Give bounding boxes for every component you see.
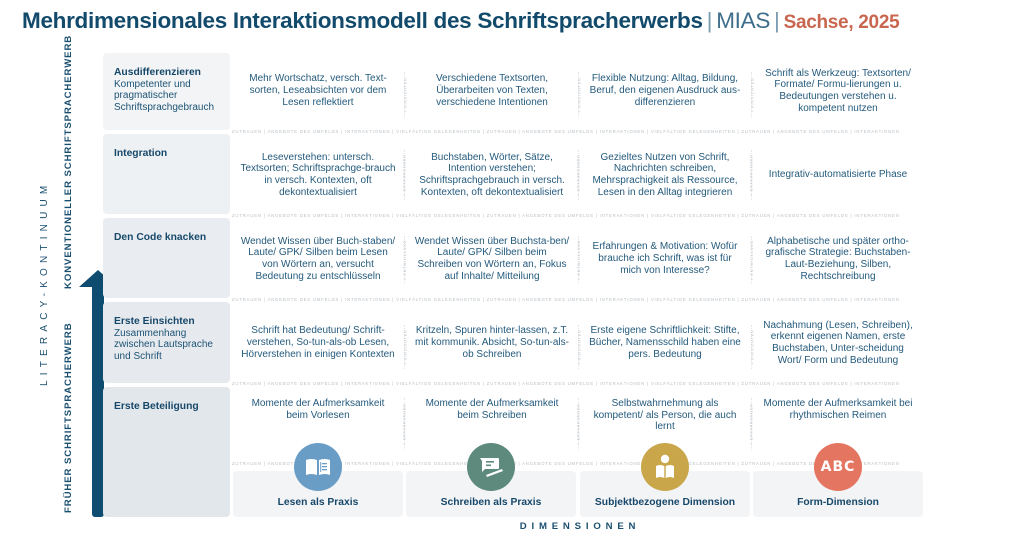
row-title: Den Code knacken (114, 232, 207, 243)
vertical-separator: » ENTWICKLUNG (749, 236, 755, 284)
cell-r2-subjekt: Gezieltes Nutzen von Schrift, Nachrichte… (592, 151, 738, 198)
axis-early-acquisition: FRÜHER SCHRIFTSPRACHERWERB (63, 322, 74, 513)
cell-r4-form: Nachahmung (Lesen, Schreiben), erkennt e… (763, 319, 913, 366)
vertical-separator: » EINSICHTEN (576, 72, 582, 118)
cell-r4-subjekt: Erste eigene Schriftlichkeit: Stifte, Bü… (589, 325, 741, 360)
arrow-up-icon (92, 285, 104, 517)
horizontal-separator: ZUTRAUEN | ANGEBOTE DES UMFELDS | INTERA… (232, 297, 900, 302)
row-label-code-knacken: Den Code knacken (103, 218, 230, 298)
horizontal-separator: ZUTRAUEN | ANGEBOTE DES UMFELDS | INTERA… (232, 381, 900, 386)
cell-r1-form: Schrift als Werkzeug: Textsorten/ Format… (765, 67, 911, 114)
row-title: Erste Beteiligung (114, 401, 199, 412)
vertical-separator: » EINSICHTEN (749, 72, 755, 118)
page-title: Mehrdimensionales Interaktionsmodell des… (22, 6, 900, 38)
cell-r2-form: Integrativ-automatisierte Phase (768, 169, 908, 181)
vertical-separator: » ERFAHRUNGEN (749, 150, 755, 200)
vertical-separator: » EINSICHTEN (749, 325, 755, 369)
axis-literacy-continuum: LITERACY-KONTINUUM (39, 180, 50, 386)
cell-r1-lesen: Mehr Wortschatz, versch. Text-sorten, Le… (249, 73, 387, 108)
vertical-separator: » ERFAHRUNGEN (402, 150, 408, 200)
person-reading-icon (641, 443, 689, 491)
vertical-separator: » ERFAHRUNGEN (576, 398, 582, 450)
dimension-label: Subjektbezogene Dimension (594, 497, 736, 508)
title-acronym: MIAS (716, 8, 771, 33)
row-description: Zusammenhang zwischen Lautsprache und Sc… (114, 327, 213, 362)
vertical-separator: » EINSICHTEN (402, 72, 408, 118)
row-description: Kompetenter und pragmatischer Schriftspr… (114, 78, 215, 113)
cell-r5-subjekt: Selbstwahrnehmung als kompetent/ als Per… (593, 398, 737, 433)
writing-note-icon (467, 443, 515, 491)
vertical-separator: » EINSICHTEN (402, 325, 408, 369)
title-separator: | (774, 8, 780, 33)
title-separator: | (706, 8, 713, 33)
cell-r4-schreiben: Kritzeln, Spuren hinter-lassen, z.T. mit… (415, 325, 569, 360)
title-author: Sachse, 2025 (783, 12, 900, 33)
cell-r2-lesen: Leseverstehen: untersch. Textsorten; Sch… (240, 151, 396, 198)
axis-conventional-acquisition: KONVENTIONELLER SCHRIFTSPRACHERWERB (63, 34, 74, 289)
title-main: Mehrdimensionales Interaktionsmodell des… (22, 8, 703, 33)
cell-r4-lesen: Schrift hat Bedeutung/ Schrift-verstehen… (241, 325, 395, 360)
cell-r3-form: Alphabetische und später ortho-grafische… (765, 235, 911, 282)
cell-r5-schreiben: Momente der Aufmerksamkeit beim Schreibe… (425, 398, 559, 421)
vertical-separator: » EINSICHTEN (576, 325, 582, 369)
horizontal-separator: ZUTRAUEN | ANGEBOTE DES UMFELDS | INTERA… (232, 461, 900, 466)
cell-r3-schreiben: Wendet Wissen über Buchsta-ben/ Laute/ G… (414, 235, 570, 282)
vertical-separator: » ENTWICKLUNG (402, 236, 408, 284)
abc-icon-text: ABC (820, 459, 856, 475)
cell-r1-schreiben: Verschiedene Textsorten, Überarbeiten vo… (435, 73, 549, 108)
open-book-icon (294, 443, 342, 491)
vertical-separator: » ERFAHRUNGEN (576, 150, 582, 200)
dimension-label: Schreiben als Praxis (440, 497, 542, 508)
vertical-separator: » ERFAHRUNGEN (749, 398, 755, 450)
row-label-erste-beteiligung: Erste Beteiligung (103, 387, 230, 517)
vertical-separator: » ERFAHRUNGEN (402, 398, 408, 450)
row-title: Erste Einsichten (114, 316, 195, 327)
cell-r2-schreiben: Buchstaben, Wörter, Sätze, Intention ver… (419, 151, 565, 198)
cell-r3-subjekt: Erfahrungen & Motivation: Wofür brauche … (592, 241, 738, 276)
row-label-erste-einsichten: Erste Einsichten Zusammenhang zwischen L… (103, 302, 230, 383)
cell-r5-lesen: Momente der Aufmerksamkeit beim Vorlesen (251, 398, 385, 421)
row-label-ausdifferenzieren: Ausdifferenzieren Kompetenter und pragma… (103, 53, 230, 130)
cell-r5-form: Momente der Aufmerksamkeit bei rhythmisc… (763, 398, 913, 421)
horizontal-separator: ZUTRAUEN | ANGEBOTE DES UMFELDS | INTERA… (232, 213, 900, 218)
dimension-label: Form-Dimension (797, 497, 879, 508)
horizontal-separator: ZUTRAUEN | ANGEBOTE DES UMFELDS | INTERA… (232, 129, 900, 134)
dimension-label: Lesen als Praxis (277, 497, 359, 508)
row-title: Ausdifferenzieren (114, 67, 201, 78)
row-title: Integration (114, 148, 168, 159)
row-label-integration: Integration (103, 134, 230, 214)
cell-r3-lesen: Wendet Wissen über Buch-staben/ Laute/ G… (240, 235, 396, 282)
cell-r1-subjekt: Flexible Nutzung: Alltag, Bildung, Beruf… (589, 73, 741, 108)
axis-dimensions: DIMENSIONEN (519, 521, 641, 532)
vertical-separator: » ENTWICKLUNG (576, 236, 582, 284)
abc-icon: ABC (814, 443, 862, 491)
